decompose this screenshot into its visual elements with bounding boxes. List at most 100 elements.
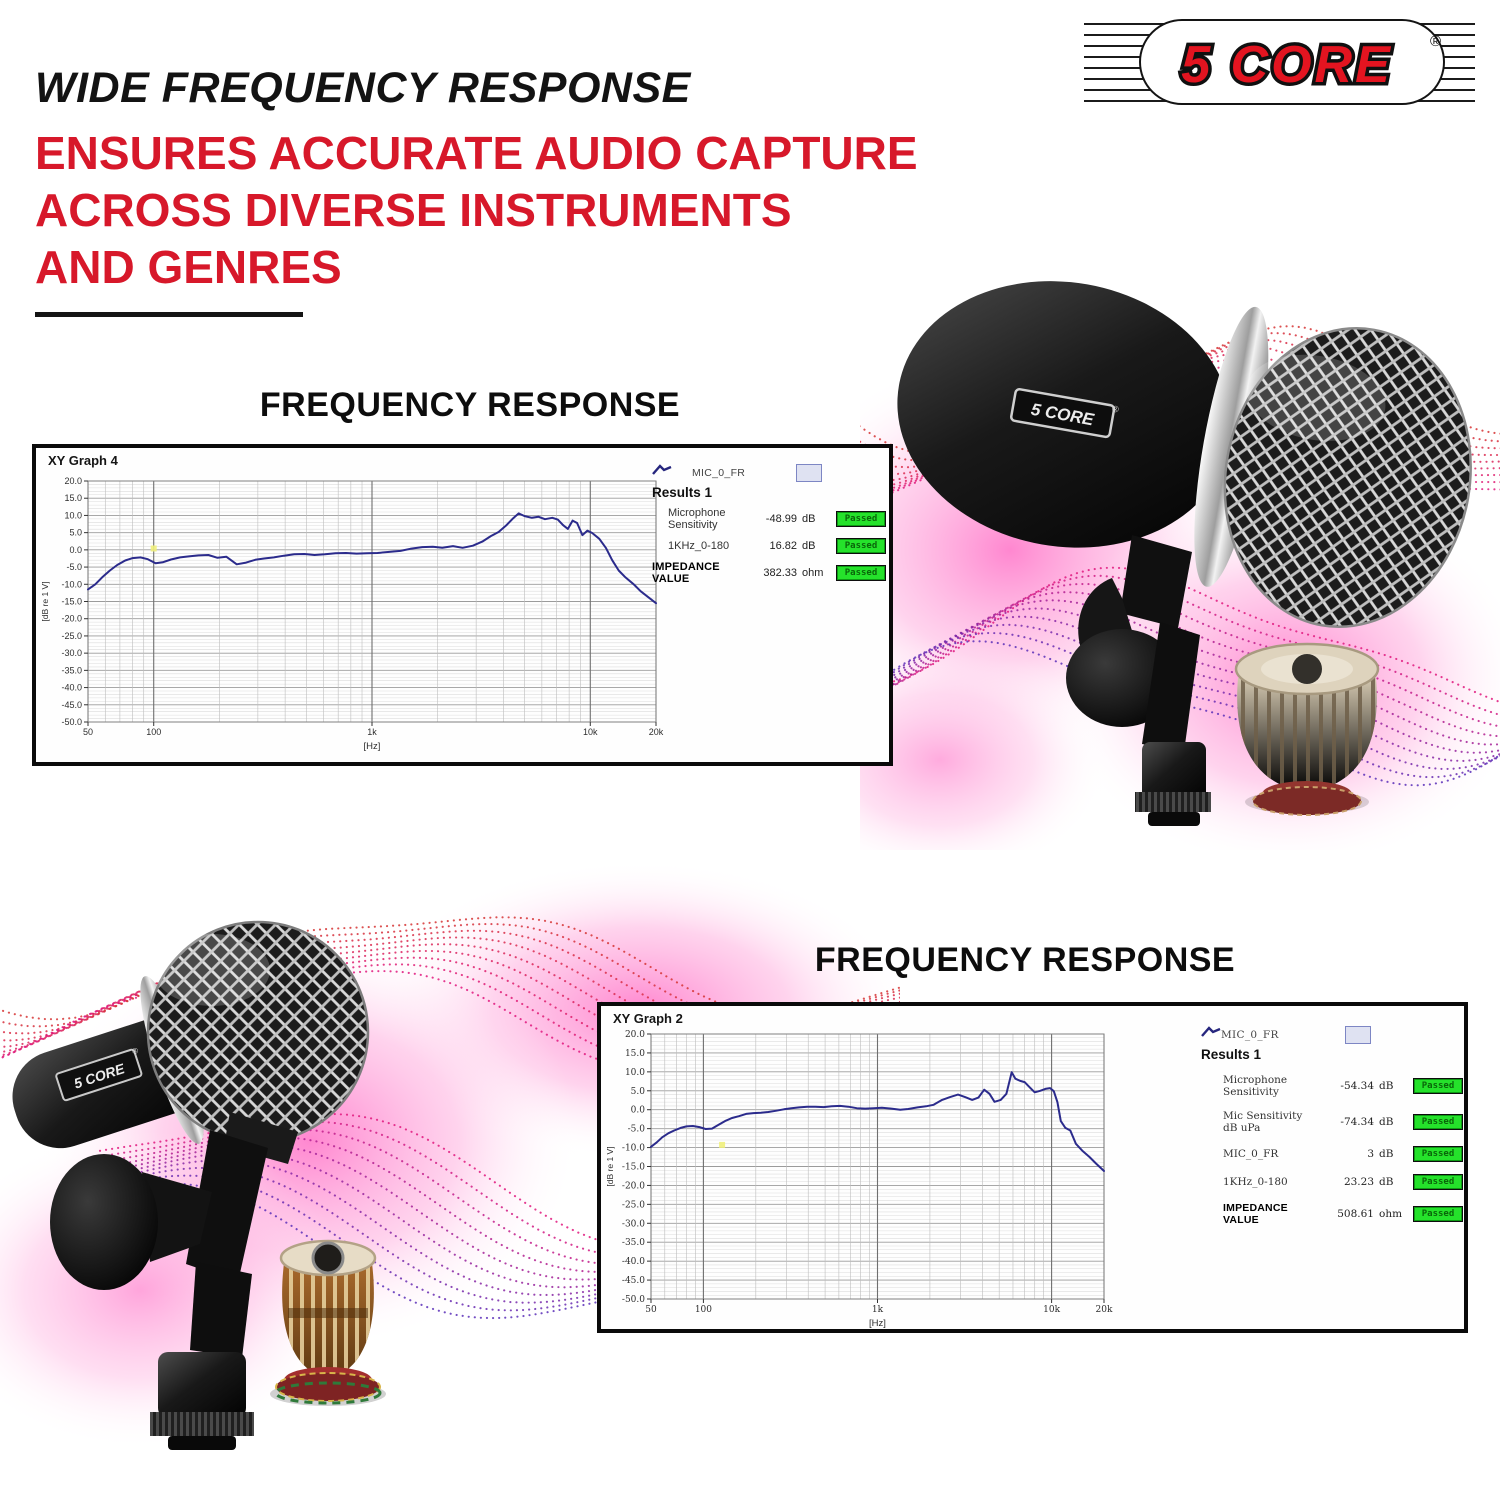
y-tick-label: -20.0 (622, 1181, 645, 1191)
result-label: MIC_0_FR (1223, 1148, 1279, 1160)
y-tick-label: -45.0 (61, 700, 82, 710)
tabla-drum-illustration-2 (270, 1239, 386, 1406)
frequency-response-plot: -50.0 -45.0 -40.0 -35.0 -30.0 -25.0 -20.0 -15.0… (40, 453, 664, 752)
x-tick-label: 10k (1043, 1305, 1060, 1315)
y-tick-label: -45.0 (622, 1276, 645, 1286)
tabla-drum-illustration-1 (1234, 642, 1380, 816)
mic-brand-label: 5 CORE ® (1009, 388, 1120, 439)
result-value: -48.99 (765, 513, 797, 525)
result-value: 382.33 (763, 567, 797, 579)
result-row: Mic Sensitivity dB uPa -74.34 dB Passed (1201, 1110, 1463, 1134)
result-value: -74.34 (1340, 1116, 1374, 1128)
dotted-wave-line (860, 574, 1500, 716)
frequency-response-title-2: FREQUENCY RESPONSE (814, 941, 1236, 979)
y-tick-label: 10.0 (64, 510, 82, 520)
x-tick-label: 1k (367, 727, 377, 737)
headline-emphasis-line: ACROSS DIVERSE INSTRUMENTS (35, 184, 792, 236)
brand-logo: 5 CORE ® (1084, 19, 1475, 105)
y-tick-label: 0.0 (69, 545, 82, 555)
frequency-response-curve (650, 1071, 1105, 1172)
y-tick-label: -35.0 (61, 665, 82, 675)
result-label: 1KHz_0-180 (1223, 1176, 1288, 1188)
dotted-wave-line (98, 1159, 900, 1297)
cursor-marker (719, 1141, 726, 1148)
y-tick-label: -25.0 (622, 1200, 645, 1210)
frequency-response-curve (87, 512, 657, 605)
result-row: Microphone Sensitivity -54.34 dB Passed (1201, 1074, 1463, 1098)
svg-text:®: ® (131, 1046, 139, 1056)
frequency-response-title-1: FREQUENCY RESPONSE (259, 386, 681, 424)
result-value: 508.61 (1337, 1208, 1374, 1220)
y-tick-label: -10.0 (61, 579, 82, 589)
dotted-wave-line (98, 1166, 900, 1304)
passed-badge: Passed (1413, 1078, 1463, 1094)
y-tick-label: 15.0 (625, 1049, 645, 1059)
result-row: MIC_0_FR 3 dB Passed (1201, 1146, 1463, 1162)
result-unit: dB (1379, 1116, 1394, 1128)
result-label: Microphone Sensitivity (1223, 1074, 1288, 1098)
svg-text:®: ® (1111, 404, 1120, 415)
x-tick-label: 1k (872, 1305, 884, 1315)
results-panel: MIC_0_FR Results 1 Microphone Sensitivity -… (652, 464, 886, 585)
waveform-peak-icon (652, 464, 822, 482)
x-tick-label: 20k (649, 727, 664, 737)
snare-mic-illustration: 5 CORE ® (12, 920, 386, 1450)
cursor-marker (150, 545, 157, 552)
y-tick-label: 15.0 (64, 493, 82, 503)
result-label: IMPEDANCE VALUE (652, 561, 720, 585)
x-tick-label: 50 (645, 1305, 657, 1315)
passed-badge: Passed (836, 511, 886, 527)
y-tick-label: 5.0 (631, 1087, 646, 1097)
result-unit: dB (1379, 1080, 1394, 1092)
y-tick-label: 0.0 (631, 1106, 646, 1116)
y-tick-label: -25.0 (61, 631, 82, 641)
y-tick-label: -40.0 (622, 1257, 645, 1267)
x-tick-label: 100 (695, 1305, 712, 1315)
waveform-peak-icon (1201, 1026, 1371, 1044)
dotted-wave-line (860, 591, 1500, 738)
plot-panel-title: XY Graph 4 (48, 453, 119, 468)
passed-badge: Passed (1413, 1114, 1463, 1130)
xy-graph-2-panel: -50.0 -45.0 -40.0 -35.0 -30.0 -25.0 -20.0 -15.0… (597, 1002, 1468, 1333)
mic-grille-mesh (1223, 327, 1472, 629)
result-unit: dB (802, 540, 816, 552)
y-tick-label: 10.0 (625, 1068, 645, 1078)
results-title: Results 1 (1201, 1047, 1262, 1062)
y-tick-label: -50.0 (61, 717, 82, 727)
dotted-wave-line (98, 1112, 900, 1250)
dotted-wave-line (860, 566, 1500, 704)
result-unit: ohm (1379, 1208, 1403, 1220)
result-row: 1KHz_0-180 23.23 dB Passed (1201, 1174, 1463, 1190)
result-label: IMPEDANCE VALUE (1223, 1202, 1288, 1226)
result-unit: ohm (802, 567, 824, 579)
passed-badge: Passed (1413, 1146, 1463, 1162)
passed-badge: Passed (1413, 1206, 1463, 1222)
dotted-wave-line (98, 1151, 900, 1289)
legend-name: MIC_0_FR (692, 467, 746, 479)
y-tick-label: -10.0 (622, 1144, 645, 1154)
x-tick-label: 50 (83, 727, 93, 737)
y-tick-label: -15.0 (61, 597, 82, 607)
mic-clip (50, 1112, 298, 1450)
headline-emphasis-line: AND GENRES (35, 241, 342, 293)
x-axis-label: [Hz] (364, 741, 381, 752)
plot-panel-title: XY Graph 2 (613, 1011, 683, 1026)
x-tick-label: 10k (583, 727, 598, 737)
y-tick-label: 5.0 (69, 528, 82, 538)
frequency-response-plot: -50.0 -45.0 -40.0 -35.0 -30.0 -25.0 -20.0 -15.0… (605, 1011, 1113, 1329)
x-axis-label: [Hz] (869, 1318, 886, 1329)
y-tick-label: -50.0 (622, 1295, 645, 1305)
y-axis-label: [dB re 1 V] (605, 1146, 615, 1186)
kick-drum-mic-illustration: 5 CORE ® (897, 281, 1472, 826)
dotted-wave-line (98, 1174, 900, 1312)
headline-primary: WIDE FREQUENCY RESPONSE (35, 64, 691, 112)
passed-badge: Passed (836, 538, 886, 554)
result-row: 1KHz_0-180 16.82 dB Passed (652, 538, 886, 554)
result-unit: dB (1379, 1176, 1394, 1188)
y-tick-label: -30.0 (61, 648, 82, 658)
result-value: 3 (1367, 1148, 1374, 1160)
x-tick-label: 20k (1096, 1305, 1113, 1315)
result-row: Microphone Sensitivity -48.99 dB Passed (652, 507, 886, 531)
y-tick-label: 20.0 (64, 476, 82, 486)
